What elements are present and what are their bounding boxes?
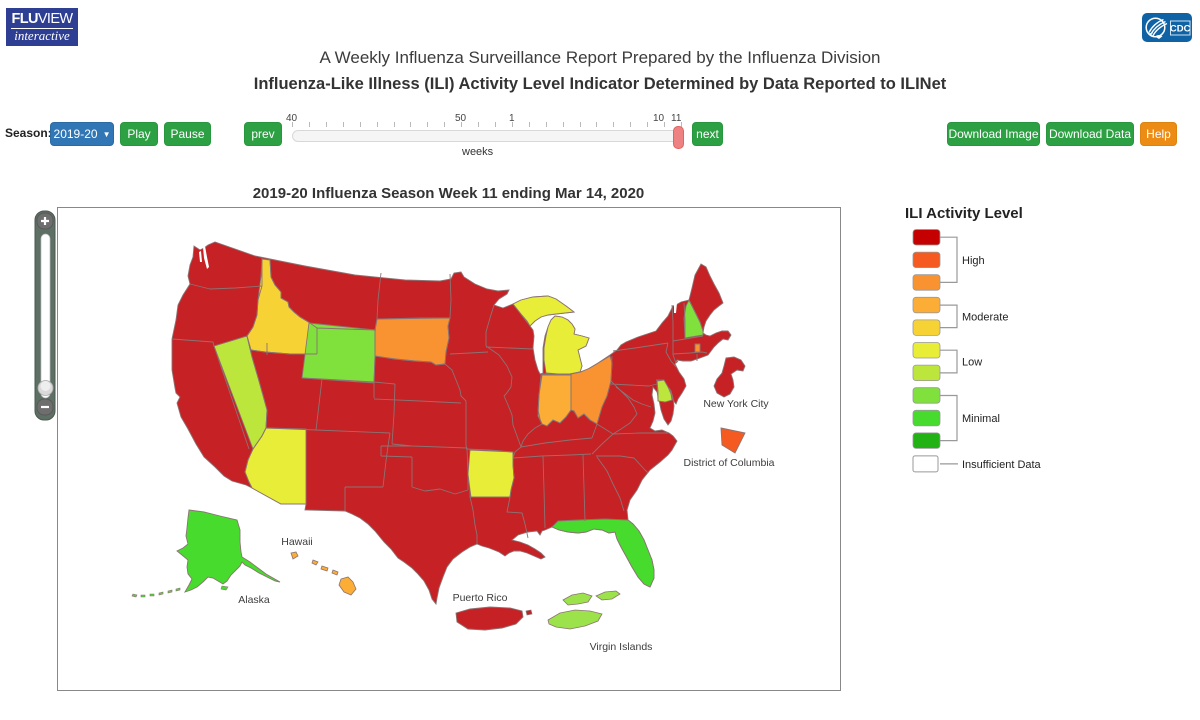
svg-text:Moderate: Moderate [962, 311, 1008, 323]
svg-text:Insufficient Data: Insufficient Data [962, 459, 1042, 471]
svg-text:District of Columbia: District of Columbia [683, 457, 774, 469]
svg-text:CDC: CDC [1170, 24, 1191, 35]
svg-text:Alaska: Alaska [238, 594, 270, 606]
svg-text:Low: Low [962, 357, 982, 369]
svg-text:High: High [962, 255, 985, 267]
svg-text:Virgin Islands: Virgin Islands [590, 641, 653, 653]
svg-text:Hawaii: Hawaii [281, 536, 313, 548]
svg-text:New York City: New York City [703, 398, 769, 410]
svg-text:Minimal: Minimal [962, 413, 1000, 425]
svg-text:Puerto Rico: Puerto Rico [453, 592, 508, 604]
